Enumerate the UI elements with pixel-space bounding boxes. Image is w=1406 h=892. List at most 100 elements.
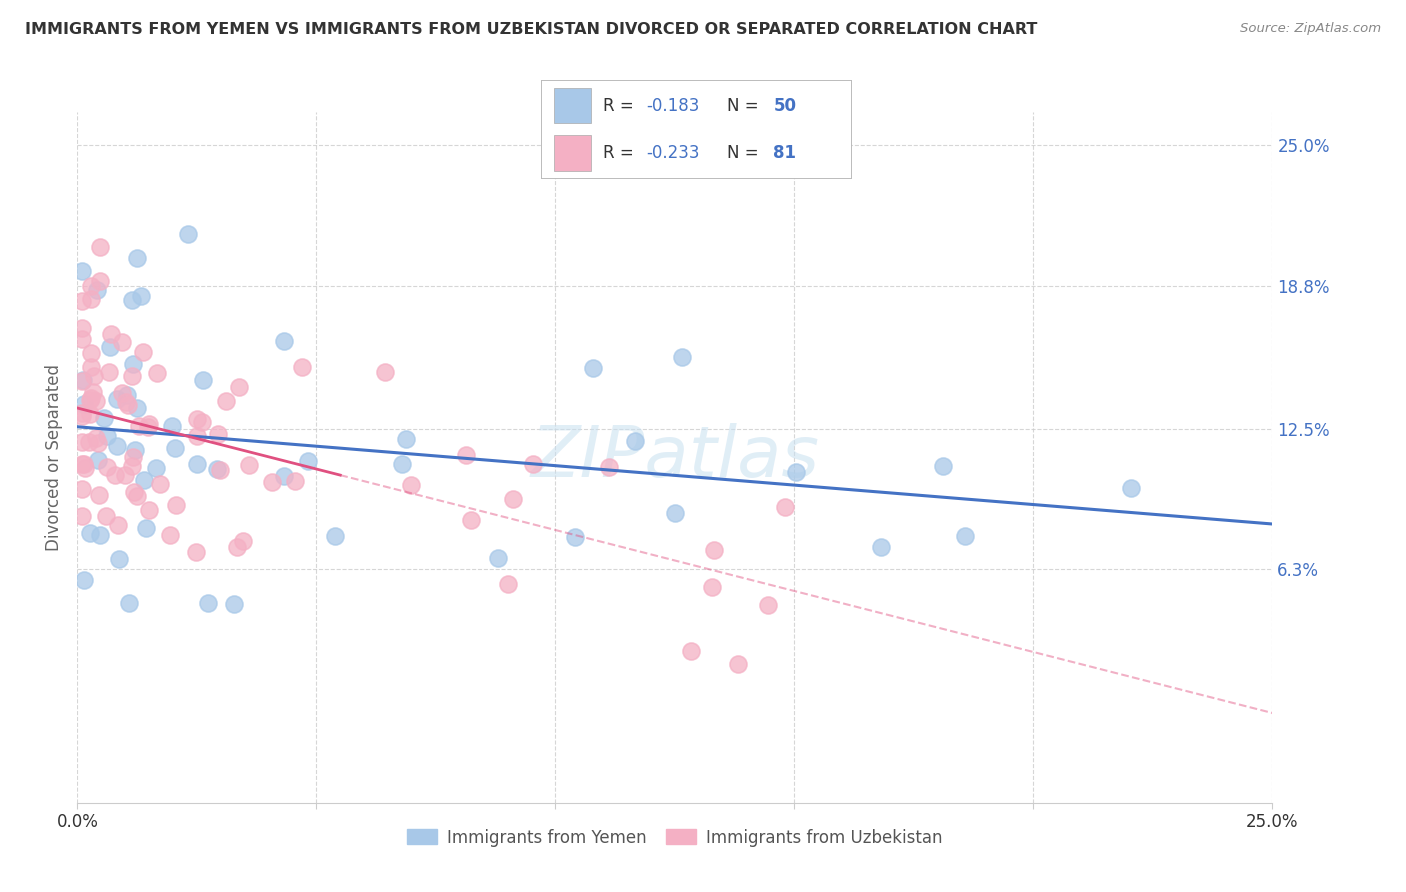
Point [197,596,219,610]
Point [96,429,118,443]
Point [228,380,250,394]
Point [703,543,725,558]
Point [70,264,93,278]
Point [70,406,93,420]
Point [756,598,779,612]
Point [107,517,129,532]
Point [290,359,312,374]
Point [135,520,157,534]
Point [193,373,215,387]
Point [391,457,413,471]
Point [932,459,955,474]
Text: IMMIGRANTS FROM YEMEN VS IMMIGRANTS FROM UZBEKISTAN DIVORCED OR SEPARATED CORREL: IMMIGRANTS FROM YEMEN VS IMMIGRANTS FROM… [25,22,1038,37]
Point [132,344,155,359]
FancyBboxPatch shape [554,136,591,170]
Point [122,484,145,499]
Point [191,415,214,429]
Point [104,467,127,482]
Point [581,360,603,375]
Point [80,360,103,375]
Point [96,460,118,475]
Text: N =: N = [727,97,763,115]
Point [115,394,138,409]
Point [159,528,181,542]
Point [231,534,253,549]
Point [79,408,101,422]
Point [77,435,100,450]
Point [727,657,749,672]
Point [273,334,295,348]
Point [177,227,200,241]
Legend: Immigrants from Yemen, Immigrants from Uzbekistan: Immigrants from Yemen, Immigrants from U… [401,822,949,854]
Point [70,321,93,335]
Point [373,365,395,379]
Point [121,368,143,383]
Point [207,462,229,476]
Point [226,540,249,554]
Point [132,473,155,487]
Point [70,293,93,308]
Text: Source: ZipAtlas.com: Source: ZipAtlas.com [1240,22,1381,36]
Text: N =: N = [727,144,763,161]
Point [145,461,167,475]
Point [70,409,93,423]
Point [97,365,120,379]
Point [869,540,891,554]
Point [79,393,101,408]
Point [454,448,477,462]
Point [1119,481,1142,495]
Point [399,478,422,492]
Point [79,525,101,540]
Point [124,443,146,458]
Point [70,435,93,450]
Point [522,457,544,471]
Point [207,426,229,441]
Point [165,498,187,512]
Point [87,436,110,450]
Point [84,393,107,408]
Point [70,332,93,346]
Point [114,468,136,483]
Point [87,488,110,502]
Point [273,469,295,483]
Point [89,273,111,287]
Point [238,458,260,473]
Point [262,475,284,490]
Point [98,340,121,354]
Point [129,289,152,303]
Point [121,458,143,473]
Text: R =: R = [603,144,640,161]
Point [165,441,187,455]
Point [107,552,129,566]
Point [138,503,160,517]
Point [785,465,807,479]
Point [80,391,103,405]
Point [186,429,208,443]
Point [671,350,693,364]
Point [323,528,346,542]
Text: ZIPatlas: ZIPatlas [530,423,820,491]
Point [111,334,134,349]
Point [215,393,238,408]
Point [664,506,686,520]
Point [75,461,97,475]
Point [72,482,94,496]
Point [86,283,108,297]
Point [107,392,129,406]
Point [953,529,976,543]
Point [186,457,208,471]
Point [72,372,94,386]
Point [83,369,105,384]
Point [564,530,586,544]
Point [70,509,93,524]
Point [460,513,482,527]
Point [125,401,148,416]
Point [82,384,104,399]
Point [773,500,796,515]
Point [84,432,107,446]
Y-axis label: Divorced or Separated: Divorced or Separated [45,364,63,550]
Point [105,439,128,453]
Point [70,457,93,471]
Point [184,545,207,559]
Point [127,251,149,265]
